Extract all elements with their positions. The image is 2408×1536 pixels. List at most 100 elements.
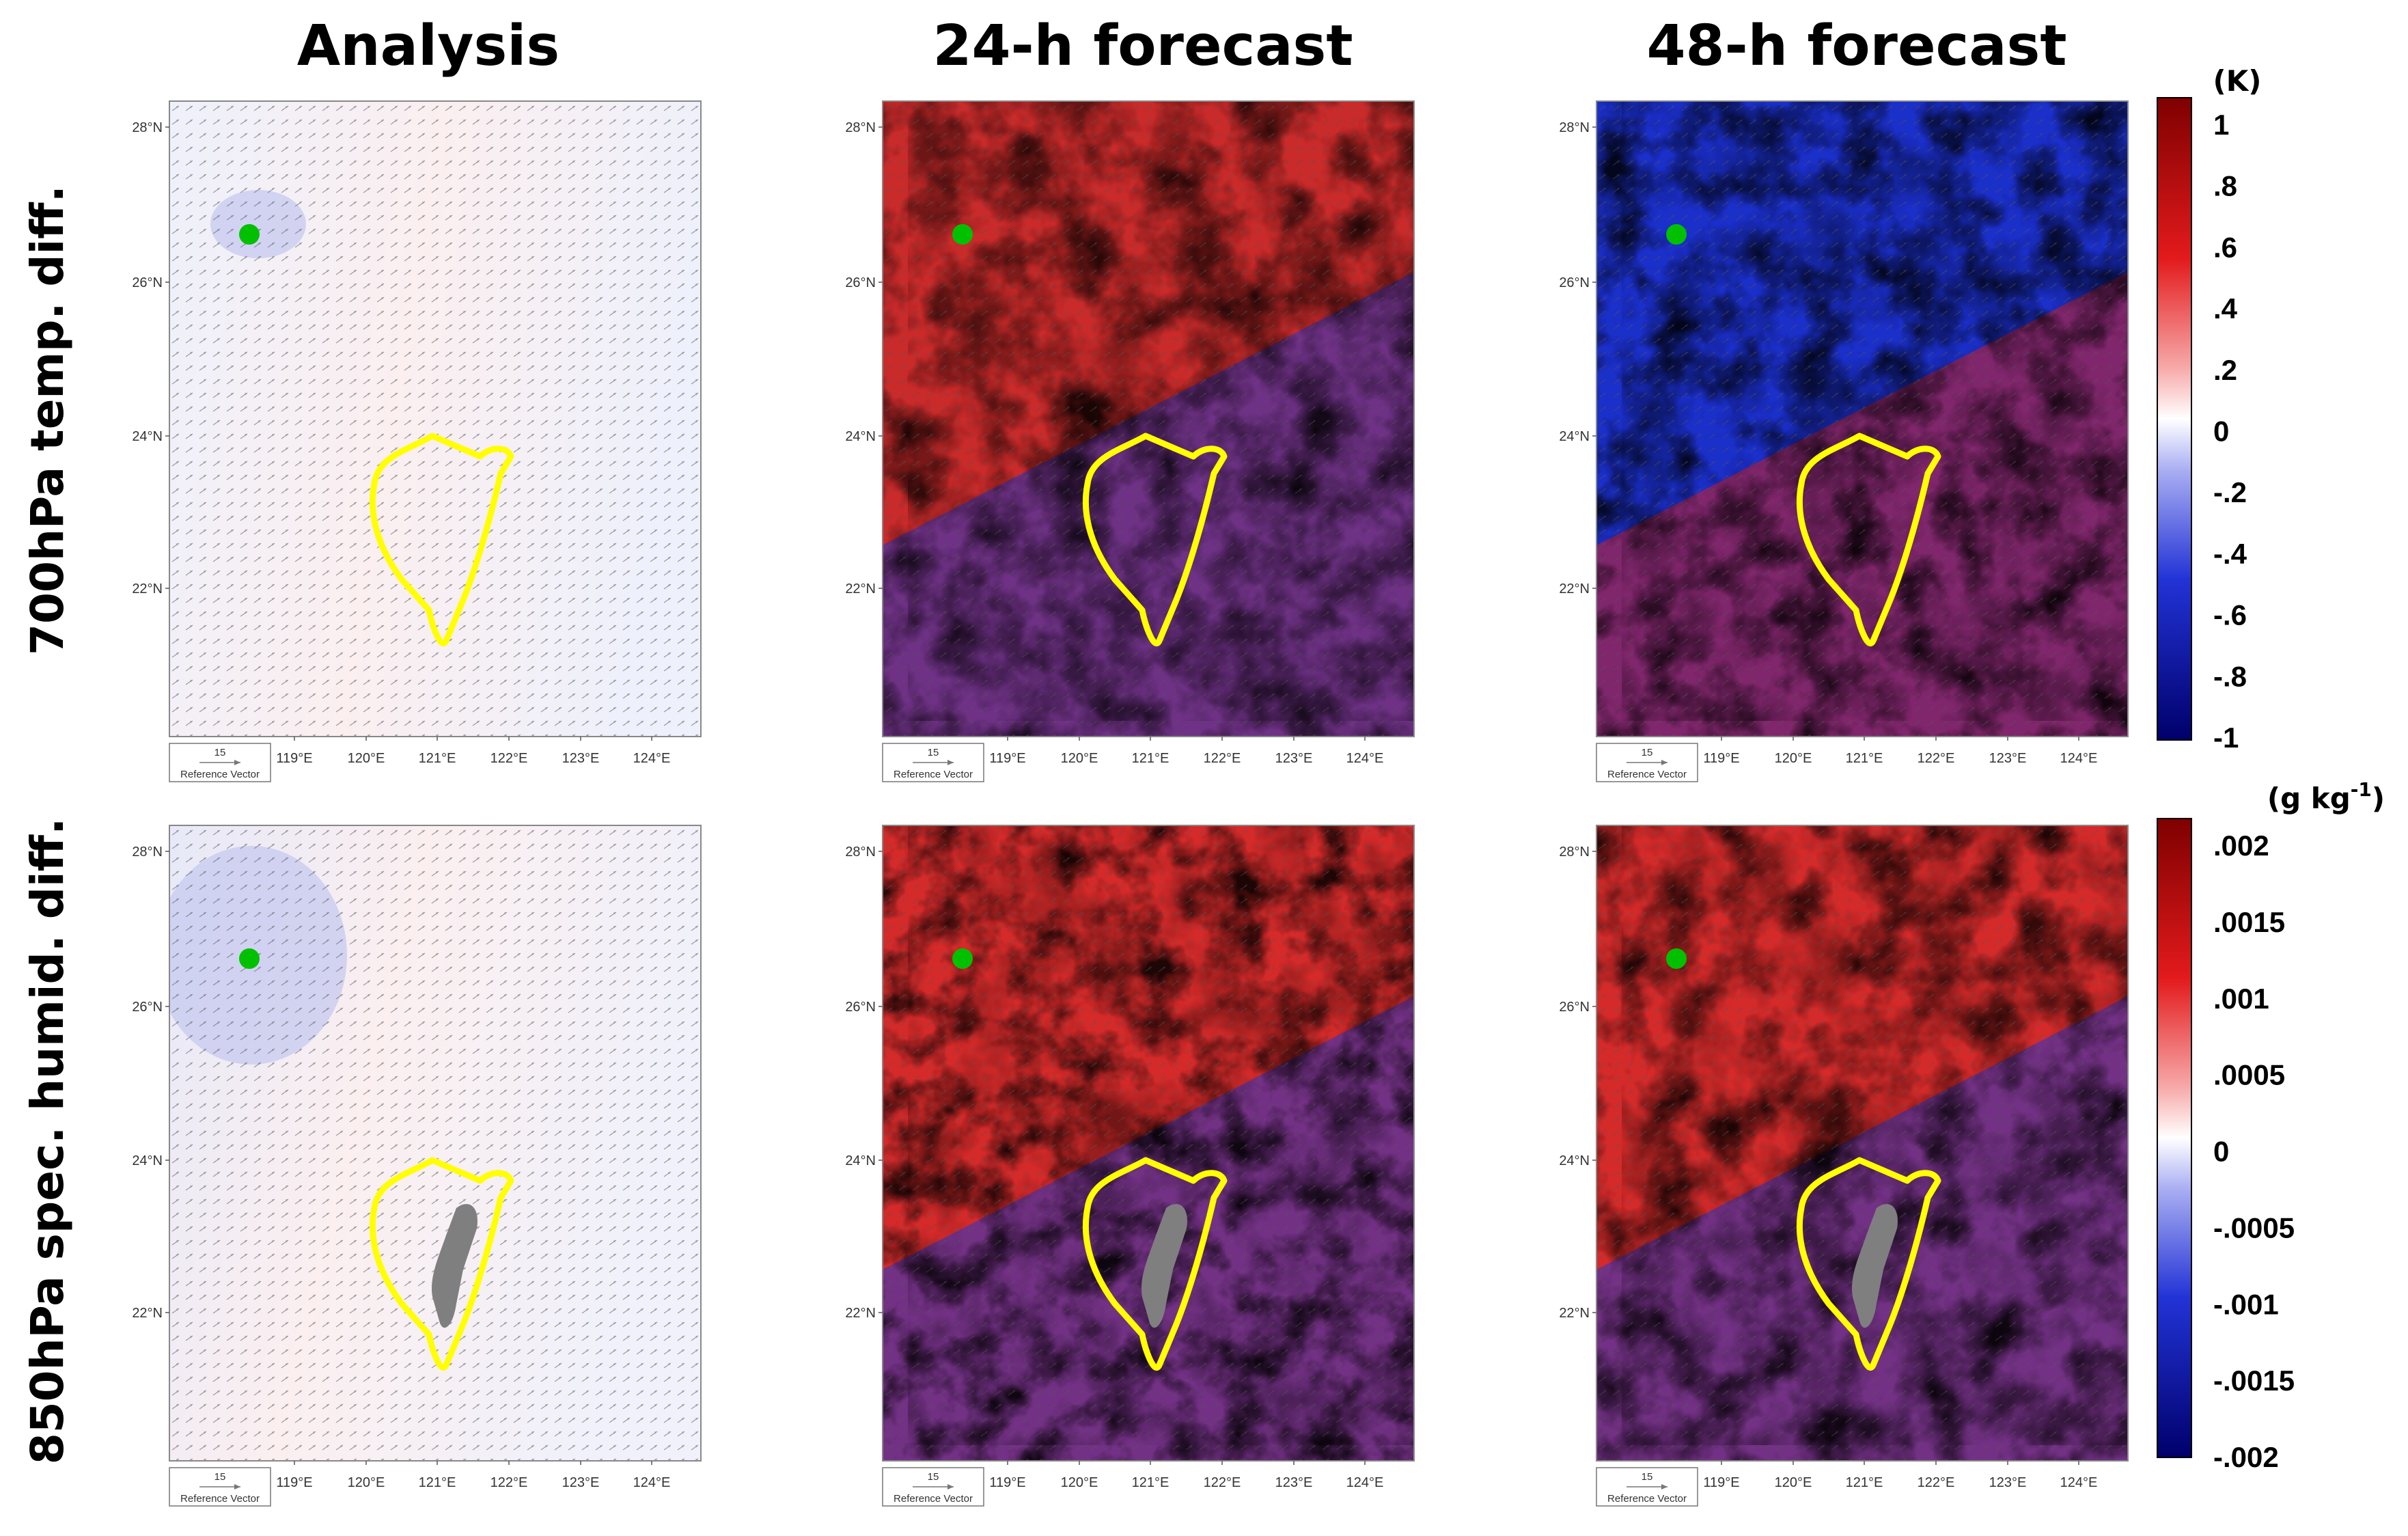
colorbar-tick-label: 1: [2213, 109, 2229, 141]
unit-end: ): [2372, 782, 2385, 815]
map-field: [1596, 825, 2128, 1461]
lon-tick-label: 120°E: [348, 1475, 385, 1490]
arrow-head-icon: [234, 760, 240, 765]
reference-vector-box: 15 Reference Vector: [1596, 1467, 1698, 1507]
map-panel-r1-c2: 28°N 26°N 24°N 22°N 119°E 120°E 121°E 122°E 123°…: [845, 100, 1415, 782]
lon-tick-label: 121°E: [1846, 751, 1883, 766]
lat-tick-label: 26°N: [132, 275, 163, 290]
reference-vector-box: 15 Reference Vector: [882, 1467, 984, 1507]
colorbar-tick-label: -.2: [2213, 476, 2247, 508]
map-panel-r2-c2: 28°N 26°N 24°N 22°N 119°E 120°E 121°E 122°E 123°…: [845, 825, 1415, 1507]
lon-tick-label: 123°E: [562, 751, 600, 766]
lon-tick-label: 119°E: [276, 751, 312, 766]
lon-tick-label: 120°E: [1775, 751, 1812, 766]
reference-vector-label: Reference Vector: [894, 769, 973, 780]
panel-frame: [169, 100, 702, 737]
green-dot-icon: [239, 224, 260, 245]
row-title-700hpa: 700hPa temp. diff.: [21, 185, 74, 655]
green-dot-icon: [239, 948, 260, 969]
lon-tick-label: 121°E: [1132, 751, 1170, 766]
taiwan-coastline-icon: [1796, 1157, 1941, 1371]
lon-tick-label: 121°E: [1132, 1475, 1170, 1490]
map-panel-r2-c3: 28°N 26°N 24°N 22°N 119°E 120°E 121°E 122°E 123°…: [1559, 825, 2129, 1507]
colorbar-temperature-ramp: [2157, 97, 2192, 741]
column-title-analysis: Analysis: [297, 14, 559, 79]
green-dot-icon: [952, 948, 973, 969]
wind-vectors: [169, 825, 701, 1461]
reference-vector-label: Reference Vector: [1607, 769, 1687, 780]
unit-main: (g kg: [2267, 782, 2351, 815]
colorbar-tick-label: -.001: [2213, 1288, 2279, 1320]
reference-vector-value: 15: [1642, 1471, 1653, 1483]
map-field: [1596, 101, 2128, 737]
reference-vector-value: 15: [928, 747, 939, 758]
lon-tick-label: 124°E: [2060, 1475, 2098, 1490]
terrain-mask-icon: [1852, 1204, 1898, 1328]
map-field: [883, 101, 1414, 737]
map-field: [883, 825, 1414, 1461]
lat-tick-label: 26°N: [845, 275, 876, 290]
lon-tick-label: 120°E: [1775, 1475, 1812, 1490]
panel-frame: [169, 825, 702, 1462]
lon-tick-label: 123°E: [1275, 751, 1313, 766]
colorbar-tick-label: .001: [2213, 983, 2269, 1015]
map-panel-r1-c3: 28°N 26°N 24°N 22°N 119°E 120°E 121°E 122°E 123°…: [1559, 100, 2129, 782]
lon-tick-label: 122°E: [1204, 1475, 1241, 1490]
reference-vector-box: 15 Reference Vector: [882, 743, 984, 782]
colorbar-tick-label: .4: [2213, 292, 2238, 325]
lon-tick-label: 119°E: [276, 1475, 312, 1490]
colorbar-temperature-unit: (K): [2213, 64, 2262, 98]
lon-tick-label: 121°E: [1846, 1475, 1883, 1490]
reference-vector-label: Reference Vector: [180, 769, 260, 780]
colorbar-tick-label: -1: [2213, 722, 2239, 754]
lat-tick-label: 24°N: [1559, 429, 1590, 444]
colorbar-humidity-unit: (g kg-1): [2267, 778, 2385, 815]
lon-tick-label: 119°E: [1703, 751, 1739, 766]
reference-vector-value: 15: [1642, 747, 1653, 758]
colorbar-temperature: (K) 1 .8 .6 .4 .2 0 -.2 -.4 -.6 -.8 -1: [2157, 64, 2261, 754]
wind-vectors: [883, 101, 1414, 737]
lon-tick-label: 120°E: [1061, 751, 1098, 766]
lat-tick-label: 24°N: [845, 1153, 876, 1168]
reference-vector-box: 15 Reference Vector: [1596, 743, 1698, 782]
lat-tick-label: 24°N: [132, 1153, 163, 1168]
lon-tick-label: 119°E: [1703, 1475, 1739, 1490]
colorbar-tick-label: .8: [2213, 170, 2237, 202]
green-dot-icon: [1666, 948, 1687, 969]
lon-tick-label: 121°E: [419, 1475, 456, 1490]
lon-tick-label: 123°E: [562, 1475, 600, 1490]
colorbar-tick-label: .2: [2213, 354, 2237, 386]
lat-tick-label: 28°N: [845, 845, 876, 860]
lat-tick-label: 24°N: [1559, 1153, 1590, 1168]
colorbar-tick-label: -.6: [2213, 599, 2247, 631]
reference-vector-label: Reference Vector: [1607, 1493, 1687, 1505]
lat-tick-label: 26°N: [132, 1000, 163, 1015]
arrow-head-icon: [1661, 760, 1667, 765]
colorbar-tick-label: .0015: [2213, 906, 2285, 938]
lon-tick-label: 122°E: [1918, 1475, 1955, 1490]
lon-tick-label: 120°E: [348, 751, 385, 766]
unit-sup: -1: [2351, 778, 2372, 801]
lon-tick-label: 124°E: [1346, 751, 1384, 766]
reference-vector-label: Reference Vector: [894, 1493, 973, 1505]
lon-tick-label: 123°E: [1989, 751, 2027, 766]
lat-tick-label: 22°N: [845, 1306, 876, 1321]
lon-tick-label: 119°E: [989, 1475, 1025, 1490]
column-title-48h-forecast: 48-h forecast: [1646, 14, 2066, 79]
green-dot-icon: [1666, 224, 1687, 245]
panel-frame: [1596, 825, 2129, 1462]
terrain-mask-icon: [1141, 1204, 1187, 1328]
colorbar-humidity-ramp: [2157, 818, 2192, 1458]
map-panel-r1-c1: 28°N 26°N 24°N 22°N 119°E 120°E 121°E 122°E 123°…: [132, 100, 702, 782]
panel-frame: [882, 825, 1415, 1462]
lat-tick-label: 26°N: [1559, 1000, 1590, 1015]
wind-vectors: [169, 101, 701, 737]
lat-tick-label: 28°N: [845, 120, 876, 135]
map-panel-r2-c1: 28°N 26°N 24°N 22°N 119°E 120°E 121°E 122°E 123°…: [132, 825, 702, 1507]
reference-vector-value: 15: [214, 1471, 226, 1483]
lat-tick-label: 28°N: [132, 845, 163, 860]
colorbar-tick-label: -.4: [2213, 538, 2247, 570]
colorbar-tick-label: -.002: [2213, 1441, 2279, 1473]
taiwan-coastline-icon: [1082, 1157, 1228, 1371]
